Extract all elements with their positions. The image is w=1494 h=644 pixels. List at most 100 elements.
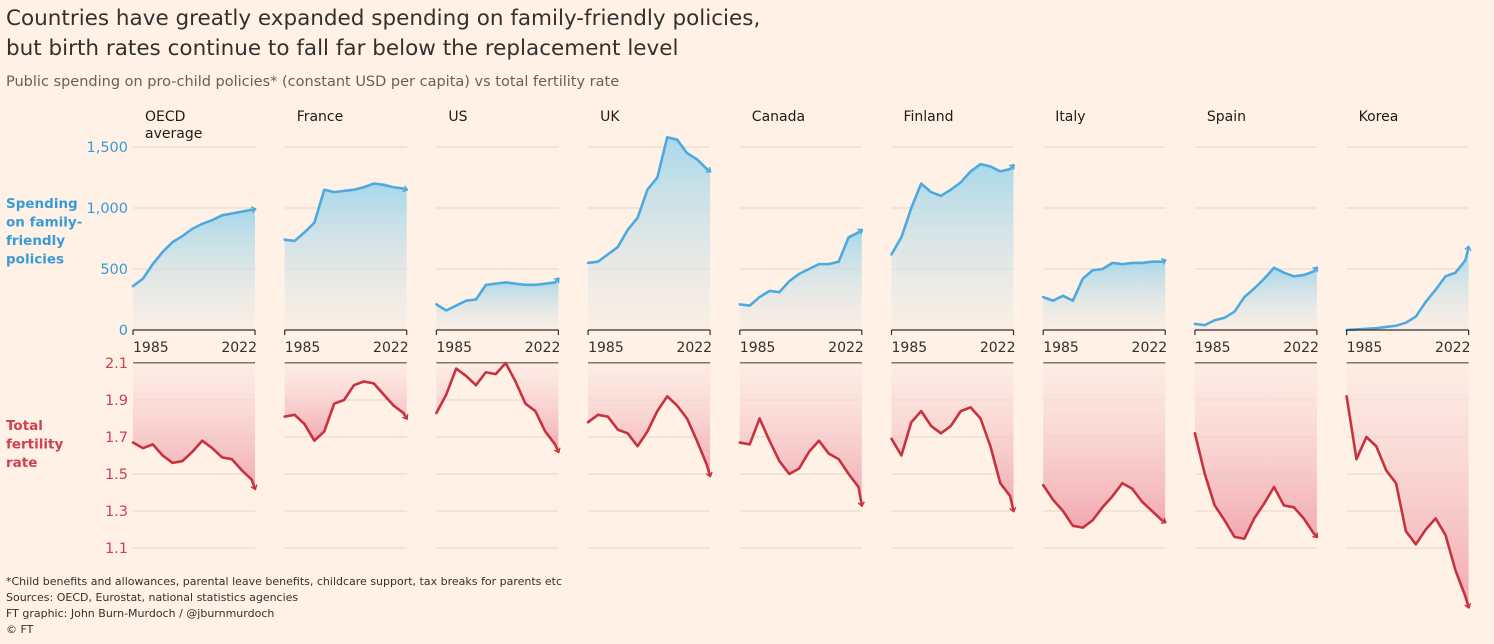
country-label: OECD xyxy=(145,109,185,125)
fertility-area xyxy=(891,363,1014,511)
fertility-line xyxy=(283,380,409,443)
fertility-tick-label: 1.5 xyxy=(105,467,128,483)
x-tick-label: 2022 xyxy=(676,340,712,356)
spending-line xyxy=(435,277,560,312)
spending-area xyxy=(133,209,255,330)
spending-line xyxy=(890,162,1015,256)
spending-tick-label: 1,000 xyxy=(86,201,128,217)
spending-line xyxy=(738,228,864,307)
spending-tick-label: 0 xyxy=(119,323,128,339)
country-label: Finland xyxy=(904,109,954,125)
fertility-tick-label: 2.1 xyxy=(105,356,128,372)
country-panel: Italy 1985 2022 xyxy=(1041,109,1168,549)
spending-area xyxy=(436,278,559,330)
fertility-line xyxy=(1193,431,1319,541)
fertility-area xyxy=(284,363,407,441)
spending-area xyxy=(588,137,711,330)
x-tick-label: 2022 xyxy=(980,340,1016,356)
footnote: *Child benefits and allowances, parental… xyxy=(6,575,563,588)
credit: FT graphic: John Burn-Murdoch / @jburnmu… xyxy=(6,607,275,620)
title-line-1: Countries have greatly expanded spending… xyxy=(6,6,761,31)
fertility-tick-label: 1.9 xyxy=(105,393,128,409)
fertility-axis-label: Total xyxy=(6,418,43,434)
spending-axis-label: policies xyxy=(6,252,64,268)
fertility-tick-label: 1.3 xyxy=(105,504,128,520)
x-tick-label: 1985 xyxy=(285,340,321,356)
fertility-line xyxy=(435,361,561,454)
spending-area xyxy=(284,183,407,330)
fertility-line xyxy=(738,417,865,507)
fertility-area xyxy=(133,363,255,489)
spending-area xyxy=(891,164,1014,330)
sources: Sources: OECD, Eurostat, national statis… xyxy=(6,591,299,604)
x-tick-label: 1985 xyxy=(1043,340,1079,356)
x-tick-label: 2022 xyxy=(373,340,409,356)
spending-tick-label: 500 xyxy=(100,262,128,278)
country-label: average xyxy=(145,126,202,142)
fertility-tick-label: 1.1 xyxy=(105,541,128,557)
spending-line xyxy=(1345,245,1472,332)
fertility-axis-label: rate xyxy=(6,455,37,471)
x-tick-label: 1985 xyxy=(436,340,472,356)
spending-axis-label: friendly xyxy=(6,233,65,249)
country-label: France xyxy=(297,109,344,125)
fertility-line xyxy=(131,439,258,491)
x-tick-label: 2022 xyxy=(1283,340,1319,356)
fertility-line xyxy=(1345,394,1472,609)
country-panel: UK 1985 2022 xyxy=(586,109,713,549)
country-panel: Korea 1985 2022 xyxy=(1345,109,1472,609)
fertility-area xyxy=(436,363,559,452)
spending-line xyxy=(131,206,257,288)
spending-tick-label: 1,500 xyxy=(86,140,128,156)
x-tick-label: 1985 xyxy=(740,340,776,356)
country-label: Canada xyxy=(752,109,805,125)
x-tick-label: 2022 xyxy=(828,340,864,356)
title-line-2: but birth rates continue to fall far bel… xyxy=(6,36,679,61)
country-panel: US 1985 2022 xyxy=(435,109,561,549)
fertility-line xyxy=(1041,481,1167,529)
copyright: © FT xyxy=(6,623,34,636)
x-tick-label: 1985 xyxy=(1347,340,1383,356)
spending-area xyxy=(739,229,862,330)
country-panel: France 1985 2022 xyxy=(283,109,409,549)
spending-line xyxy=(1193,266,1319,327)
x-tick-label: 1985 xyxy=(133,340,169,356)
fertility-tick-label: 1.7 xyxy=(105,430,128,446)
country-label: Korea xyxy=(1359,109,1399,125)
x-tick-label: 2022 xyxy=(221,340,257,356)
x-tick-label: 1985 xyxy=(892,340,928,356)
chart-title: Countries have greatly expanded spending… xyxy=(6,4,1206,64)
fertility-line xyxy=(586,394,713,478)
chart-footer: *Child benefits and allowances, parental… xyxy=(6,574,562,638)
fertility-area xyxy=(1043,363,1166,528)
fertility-axis-label: fertility xyxy=(6,437,63,453)
spending-line xyxy=(1041,258,1167,303)
x-tick-label: 2022 xyxy=(1132,340,1168,356)
spending-area xyxy=(1346,247,1469,330)
spending-area xyxy=(1043,260,1166,330)
country-panel: Finland 1985 2022 xyxy=(890,109,1017,549)
x-tick-label: 2022 xyxy=(1435,340,1471,356)
fertility-area xyxy=(588,363,711,476)
x-tick-label: 1985 xyxy=(1195,340,1231,356)
country-label: Spain xyxy=(1207,109,1246,125)
fertility-area xyxy=(739,363,862,506)
country-label: US xyxy=(448,109,467,125)
country-label: UK xyxy=(600,109,620,125)
fertility-line xyxy=(890,406,1017,513)
country-label: Italy xyxy=(1055,109,1085,125)
spending-axis-label: on family- xyxy=(6,215,82,231)
spending-area xyxy=(1194,267,1317,330)
x-tick-label: 1985 xyxy=(588,340,624,356)
chart-subtitle: Public spending on pro-child policies* (… xyxy=(6,74,620,90)
spending-axis-label: Spending xyxy=(6,196,78,212)
spending-line xyxy=(586,135,712,265)
fertility-area xyxy=(1194,363,1317,539)
spending-line xyxy=(283,182,409,243)
country-panel: Spain 1985 2022 xyxy=(1193,109,1319,549)
country-panel: Canada 1985 2022 xyxy=(738,109,865,549)
x-tick-label: 2022 xyxy=(525,340,561,356)
fertility-area xyxy=(1346,363,1469,608)
